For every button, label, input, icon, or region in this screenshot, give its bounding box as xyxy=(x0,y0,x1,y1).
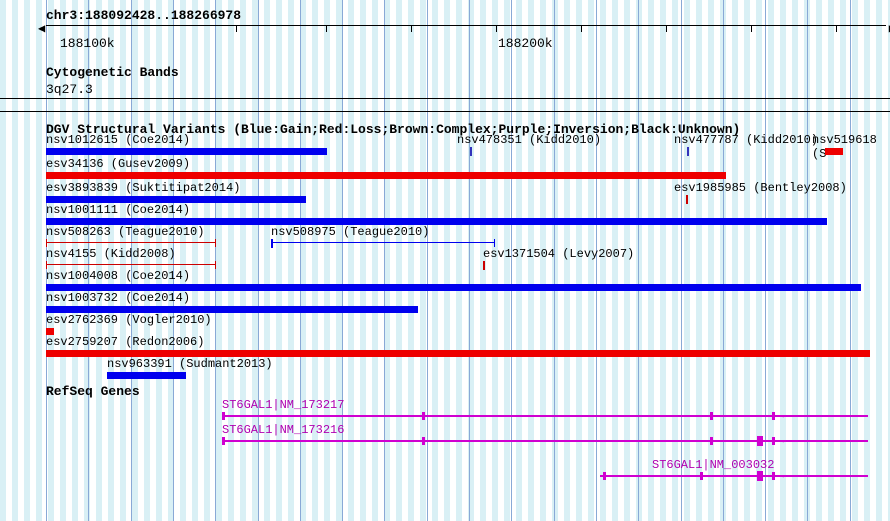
gene-label-2: ST6GAL1|NM_003032 xyxy=(652,458,774,472)
gene-exon-2-3[interactable] xyxy=(772,472,775,480)
variant-bar-13[interactable] xyxy=(825,148,843,155)
variant-label-4: nsv508263 (Teague2010) xyxy=(46,225,204,239)
variant-bar-1[interactable] xyxy=(46,172,726,179)
variant-tick-12[interactable] xyxy=(687,147,689,156)
variant-inv-line-4[interactable] xyxy=(46,242,216,243)
refseq-section-title: RefSeq Genes xyxy=(46,384,140,399)
variant-label-6: nsv1004008 (Coe2014) xyxy=(46,269,190,283)
gene-label-0: ST6GAL1|NM_173217 xyxy=(222,398,344,412)
coordinate-label: chr3:188092428..188266978 xyxy=(46,8,886,23)
gridline xyxy=(427,0,428,521)
gridline xyxy=(300,0,301,521)
gene-exon-0-0[interactable] xyxy=(222,412,225,420)
variant-bar-8[interactable] xyxy=(46,328,54,335)
variant-label-7: nsv1003732 (Coe2014) xyxy=(46,291,190,305)
variant-bar-7[interactable] xyxy=(46,306,418,313)
variant-bar-3[interactable] xyxy=(46,218,827,225)
gridline xyxy=(258,0,259,521)
variant-label-13: nsv519618 (S xyxy=(812,133,890,161)
variant-bar-0[interactable] xyxy=(46,148,327,155)
variant-bar-2[interactable] xyxy=(46,196,306,203)
tick-label-2: 188200k xyxy=(498,36,553,51)
variant-tick-11[interactable] xyxy=(470,147,472,156)
gene-exon-0-3[interactable] xyxy=(772,412,775,420)
gridline xyxy=(681,0,682,521)
gene-transcript-line-2[interactable] xyxy=(600,475,868,477)
gridline xyxy=(638,0,639,521)
variant-inv-cap-5[interactable] xyxy=(215,261,216,269)
gene-exon-1-0[interactable] xyxy=(222,437,225,445)
cytogenetic-band-strip[interactable] xyxy=(0,98,890,112)
variant-inv-line-5[interactable] xyxy=(46,264,216,265)
variant-cap-15[interactable] xyxy=(494,239,495,247)
variant-label-5: nsv4155 (Kidd2008) xyxy=(46,247,176,261)
gene-exon-2-2[interactable] xyxy=(757,471,763,481)
variant-label-8: esv2762369 (Vogler2010) xyxy=(46,313,212,327)
variant-tick-15[interactable] xyxy=(271,239,273,248)
variant-inv-cap-start-4[interactable] xyxy=(46,239,47,247)
gene-exon-1-3[interactable] xyxy=(757,436,763,446)
variant-label-0: nsv1012615 (Coe2014) xyxy=(46,133,190,147)
variant-label-15: nsv508975 (Teague2010) xyxy=(271,225,429,239)
gridline xyxy=(807,0,808,521)
variant-label-9: esv2759207 (Redon2006) xyxy=(46,335,204,349)
gene-direction-arrow-1: → xyxy=(778,435,785,447)
ruler-arrow-left-icon: ◀ xyxy=(38,21,45,36)
variant-tick-14[interactable] xyxy=(686,195,688,204)
variant-label-3: nsv1001111 (Coe2014) xyxy=(46,203,190,217)
gene-exon-0-1[interactable] xyxy=(422,412,425,420)
gene-exon-1-2[interactable] xyxy=(710,437,713,445)
gridline xyxy=(765,0,766,521)
gene-exon-2-1[interactable] xyxy=(700,472,703,480)
gene-exon-1-1[interactable] xyxy=(422,437,425,445)
gene-direction-arrow-2: → xyxy=(778,470,785,482)
variant-label-1: esv34136 (Gusev2009) xyxy=(46,157,190,171)
gridline xyxy=(384,0,385,521)
variant-inv-cap-4[interactable] xyxy=(215,239,216,247)
gene-exon-2-0[interactable] xyxy=(603,472,606,480)
variant-line-15[interactable] xyxy=(271,242,494,243)
variant-bar-9[interactable] xyxy=(46,350,870,357)
variant-inv-cap-start-5[interactable] xyxy=(46,261,47,269)
variant-label-12: nsv477787 (Kidd2010) xyxy=(674,133,818,147)
variant-tick-16[interactable] xyxy=(483,261,485,270)
gene-label-1: ST6GAL1|NM_173216 xyxy=(222,423,344,437)
gridline xyxy=(723,0,724,521)
gene-exon-1-4[interactable] xyxy=(772,437,775,445)
gene-exon-0-2[interactable] xyxy=(710,412,713,420)
gridline xyxy=(850,0,851,521)
cytogenetic-band-label: 3q27.3 xyxy=(46,82,93,97)
variant-bar-6[interactable] xyxy=(46,284,861,291)
variant-label-14: esv1985985 (Bentley2008) xyxy=(674,181,847,195)
ruler-line[interactable]: ◀ ▶ 188100k 188200k xyxy=(46,25,886,35)
variant-label-2: esv3893839 (Suktitipat2014) xyxy=(46,181,240,195)
coordinate-header: chr3:188092428..188266978 ◀ ▶ 188100k 18… xyxy=(46,8,886,35)
variant-bar-10[interactable] xyxy=(107,372,186,379)
gridline xyxy=(469,0,470,521)
tick-label-1: 188100k xyxy=(60,36,115,51)
variant-label-16: esv1371504 (Levy2007) xyxy=(483,247,634,261)
gridline xyxy=(342,0,343,521)
cytogenetic-title: Cytogenetic Bands xyxy=(46,65,179,80)
variant-label-11: nsv478351 (Kidd2010) xyxy=(457,133,601,147)
gene-direction-arrow-0: → xyxy=(778,410,785,422)
variant-label-10: nsv963391 (Sudmant2013) xyxy=(107,357,273,371)
